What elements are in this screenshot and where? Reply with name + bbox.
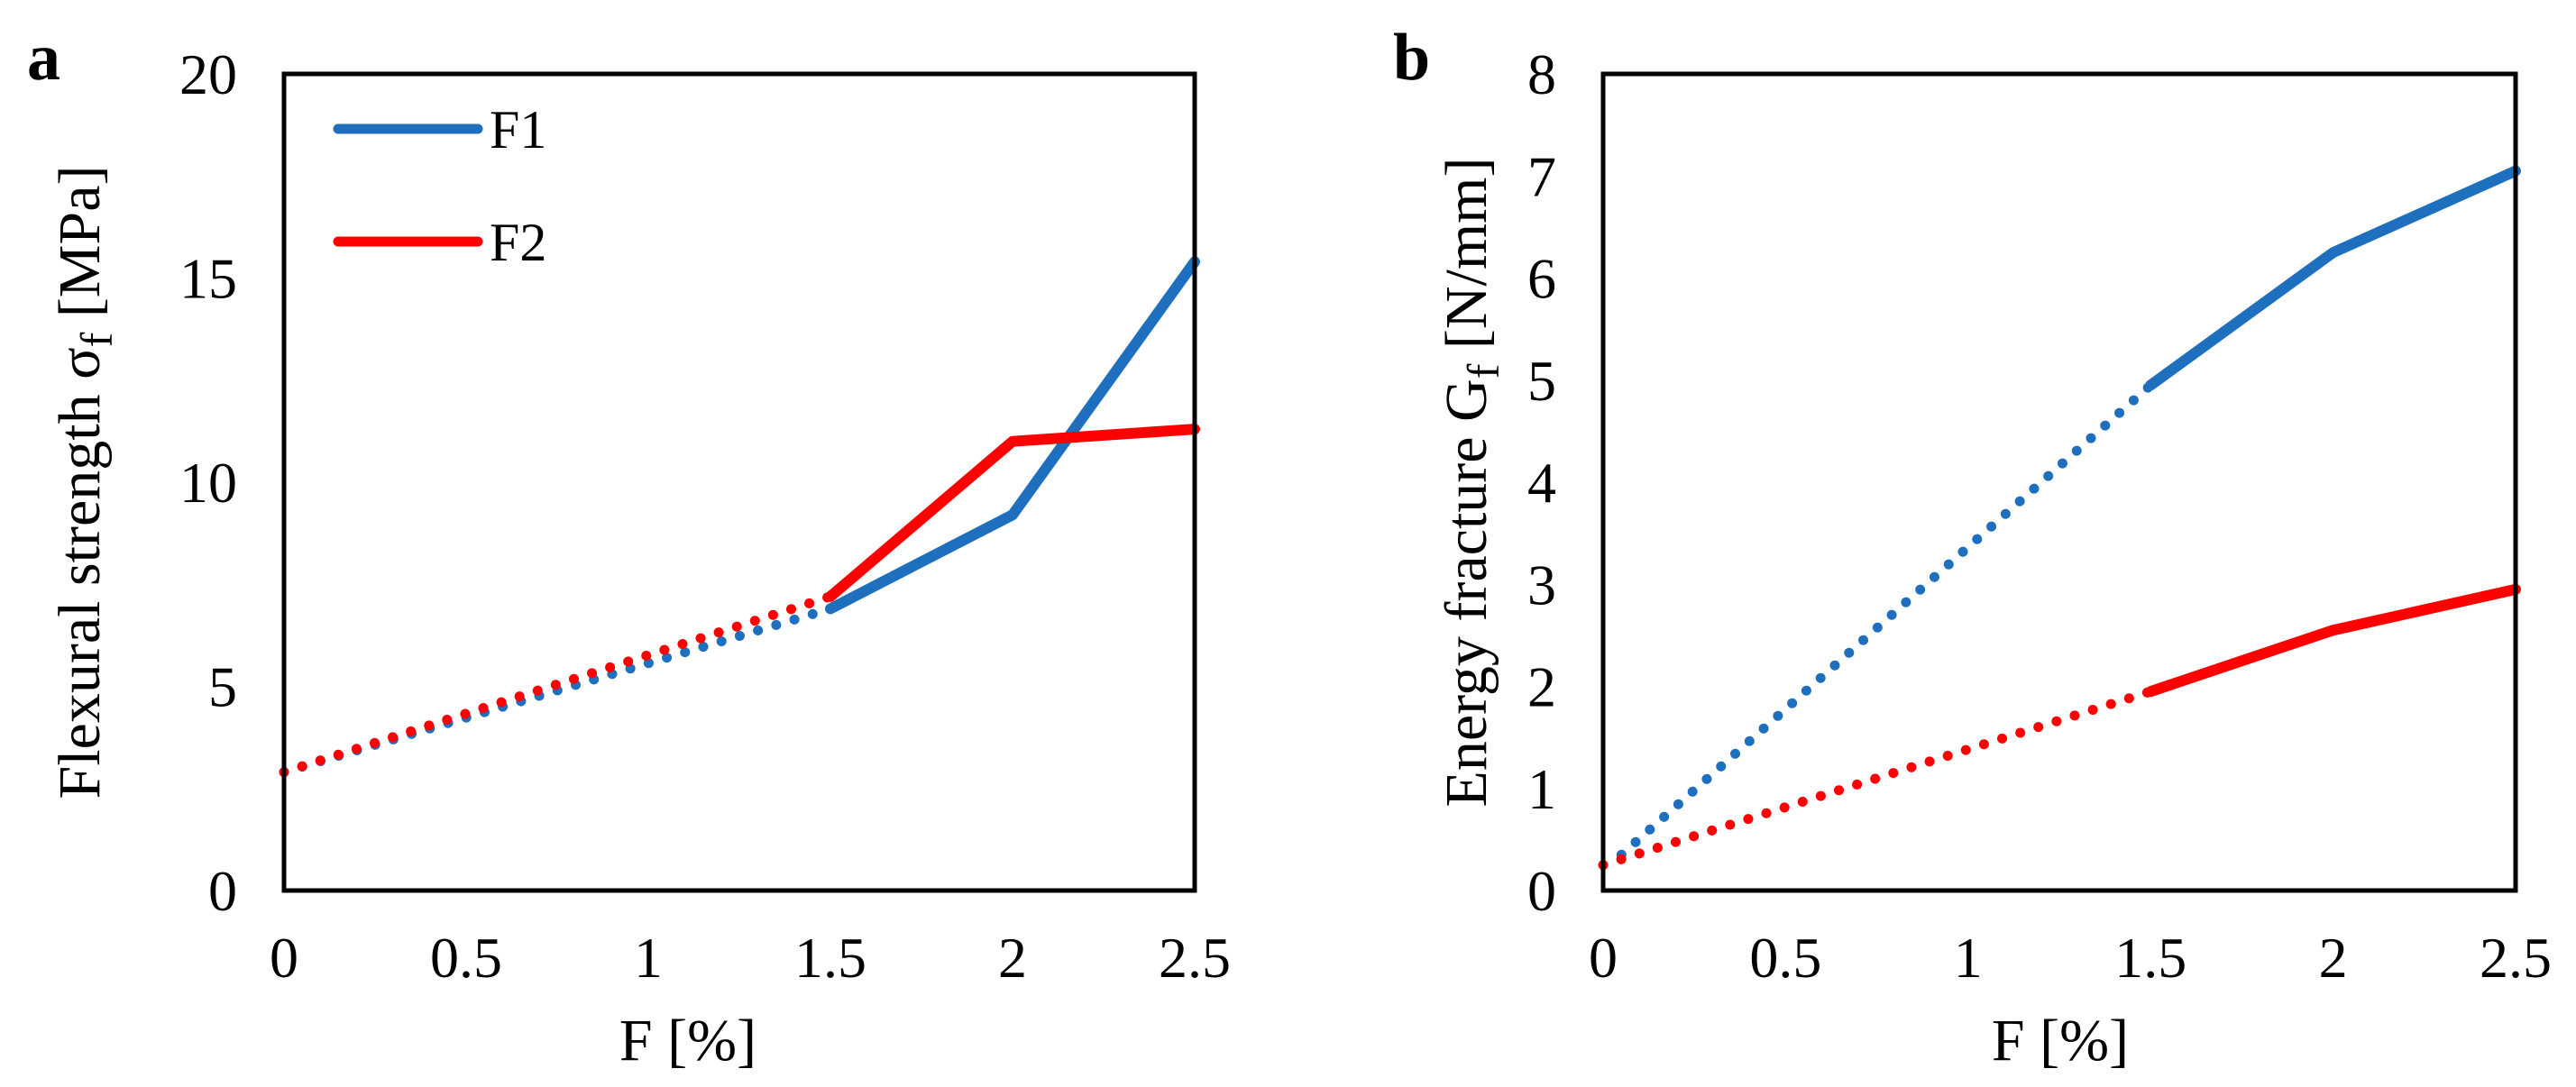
y-axis-title-a: Flexural strength σf [MPa] — [47, 166, 122, 799]
x-tick-label-b-3: 1.5 — [2114, 926, 2186, 990]
y-tick-label-b-6: 6 — [1527, 247, 1556, 311]
series-f2-dotted-line-a — [279, 591, 836, 778]
x-tick-label-a-4: 2 — [998, 926, 1027, 990]
x-tick-label-a-2: 1 — [634, 926, 663, 990]
series-f1-dotted-line-b — [1616, 379, 2156, 860]
y-tick-label-a-3: 15 — [179, 247, 237, 311]
series-f2-solid-line-b — [2145, 583, 2521, 698]
y-axis-title-a-unit: [MPa] — [47, 166, 113, 333]
y-axis-title-b: Energy fracture Gf [N/mm] — [1434, 157, 1508, 807]
y-axis-title-b-main: Energy fracture G — [1434, 379, 1499, 807]
x-tick-label-a-0: 0 — [270, 926, 298, 990]
legend-label-f1: F1 — [490, 100, 546, 160]
x-tick-label-a-5: 2.5 — [1159, 926, 1231, 990]
y-axis-title-a-sub: f — [71, 332, 122, 347]
x-tick-label-b-4: 2 — [2319, 926, 2348, 990]
y-axis-title-b-sub: f — [1458, 363, 1508, 379]
y-tick-label-b-8: 8 — [1527, 42, 1556, 106]
chart-panel-b: b Energy fracture Gf [N/mm] F [%] 0 1 2 3 4 5… — [1393, 21, 2552, 1073]
y-tick-label-a-2: 10 — [179, 451, 237, 515]
legend-a: F1 F2 — [333, 100, 546, 272]
y-tick-label-b-0: 0 — [1527, 859, 1556, 923]
x-tick-label-b-1: 0.5 — [1749, 926, 1821, 990]
y-tick-label-b-5: 5 — [1527, 349, 1556, 413]
y-tick-label-b-7: 7 — [1527, 144, 1556, 208]
series-f2-dotted-line-b — [1598, 686, 2156, 871]
series-f1-solid-line-a — [825, 256, 1200, 615]
y-tick-label-b-3: 3 — [1527, 553, 1556, 617]
chart-panel-a: a Flexural strength σf [MPa] F [%] 05101… — [27, 21, 1231, 1073]
x-tick-label-b-2: 1 — [1954, 926, 1983, 990]
y-axis-title-b-unit: [N/mm] — [1434, 157, 1499, 363]
x-tick-label-a-3: 1.5 — [794, 926, 866, 990]
y-tick-label-a-1: 5 — [208, 655, 237, 719]
x-axis-title-a: F [%] — [619, 1008, 756, 1073]
panel-label-a: a — [27, 21, 60, 95]
x-tick-label-b-5: 2.5 — [2480, 926, 2552, 990]
x-tick-label-b-0: 0 — [1589, 926, 1618, 990]
x-tick-label-a-1: 0.5 — [430, 926, 502, 990]
panel-label-b: b — [1393, 21, 1430, 95]
series-f1-dotted-line-a — [279, 603, 836, 778]
series-f1-solid-line-b — [2145, 165, 2521, 391]
y-tick-label-a-0: 0 — [208, 859, 237, 923]
series-f2-solid-line-a — [825, 424, 1200, 602]
plot-frame-b — [1600, 71, 2518, 893]
y-tick-label-b-1: 1 — [1527, 757, 1556, 821]
plot-frame-a — [281, 71, 1197, 893]
y-tick-label-b-2: 2 — [1527, 655, 1556, 719]
y-tick-label-b-4: 4 — [1527, 451, 1556, 515]
legend-label-f2: F2 — [490, 213, 546, 272]
y-axis-title-a-main: Flexural strength σ — [47, 347, 113, 799]
y-tick-label-a-4: 20 — [179, 42, 237, 106]
x-axis-title-b: F [%] — [1992, 1008, 2129, 1073]
